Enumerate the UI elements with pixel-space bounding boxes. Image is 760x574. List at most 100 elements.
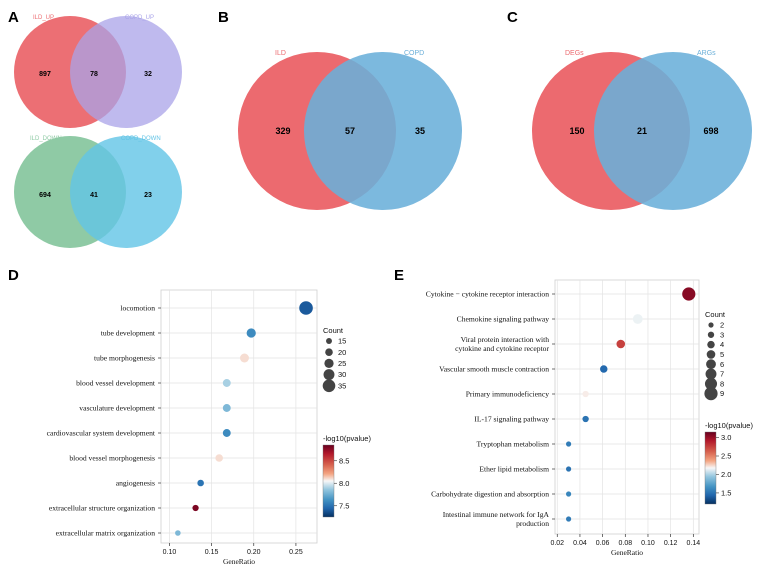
kegg-enrichment-dotplot: 0.02 0.04 0.06 0.08 0.10 0.12 0.14 Cytokine − c… bbox=[426, 279, 753, 557]
x-tick-label: 0.10 bbox=[641, 540, 655, 547]
term-label: Intestinal immune network for IgA bbox=[443, 510, 550, 519]
venn-count-copd-up-only: 32 bbox=[144, 71, 152, 78]
term-label: IL-17 signaling pathway bbox=[474, 415, 549, 424]
venn-count-ild-only: 329 bbox=[275, 126, 290, 136]
colorbar-tick-label: 2.0 bbox=[721, 470, 731, 479]
legend-count-label: 6 bbox=[720, 360, 724, 369]
venn-circle-copd-up bbox=[70, 16, 182, 128]
term-label: blood vessel development bbox=[76, 379, 156, 388]
term-label: cardiovascular system development bbox=[47, 429, 156, 438]
legend-count-dot bbox=[706, 350, 716, 359]
term-label: tube development bbox=[101, 329, 156, 338]
data-point bbox=[682, 287, 696, 301]
data-point bbox=[197, 479, 204, 487]
go-enrichment-dotplot: 0.10 0.15 0.20 0.25 locomotion tube developme… bbox=[47, 289, 371, 566]
legend-count-label: 20 bbox=[338, 348, 346, 357]
data-point bbox=[566, 491, 572, 497]
data-point bbox=[616, 339, 626, 349]
colorbar bbox=[704, 431, 717, 505]
venn-ild-copd-up: ILD_UP COPD_UP 897 78 32 bbox=[14, 15, 182, 128]
term-label: cytokine and cytokine receptor bbox=[455, 344, 549, 353]
venn-label-copd: COPD bbox=[404, 50, 424, 57]
data-point bbox=[192, 504, 199, 512]
data-point bbox=[299, 301, 313, 315]
x-tick-label: 0.04 bbox=[573, 540, 587, 547]
legend-count-dot bbox=[322, 379, 336, 393]
legend-color-title: -log10(pvalue) bbox=[323, 434, 371, 443]
term-label: extracellular matrix organization bbox=[56, 529, 156, 538]
data-point bbox=[566, 466, 572, 472]
venn-count-up-overlap: 78 bbox=[90, 71, 98, 78]
plot-area bbox=[554, 279, 700, 535]
venn-circle-copd-down bbox=[70, 136, 182, 248]
venn-count-ild-down-only: 694 bbox=[39, 192, 51, 199]
data-point bbox=[215, 454, 223, 462]
term-label: extracellular structure organization bbox=[49, 504, 155, 513]
data-point bbox=[632, 314, 643, 324]
venn-label-args: ARGs bbox=[697, 50, 716, 57]
x-tick-label: 0.14 bbox=[687, 540, 701, 547]
venn-count-copd-only: 35 bbox=[415, 126, 425, 136]
x-tick-label: 0.08 bbox=[618, 540, 632, 547]
legend-count-label: 7 bbox=[720, 370, 724, 379]
term-label: Cytokine − cytokine receptor interaction bbox=[426, 290, 549, 299]
term-label: Vascular smooth muscle contraction bbox=[439, 365, 549, 374]
colorbar-tick-label: 3.0 bbox=[721, 433, 731, 442]
legend-count-dot bbox=[708, 322, 714, 328]
term-label: locomotion bbox=[120, 304, 155, 313]
term-label: blood vessel morphogenesis bbox=[69, 454, 155, 463]
legend-count-dot bbox=[706, 359, 716, 370]
legend-count-dot bbox=[326, 338, 332, 344]
data-point bbox=[566, 441, 572, 447]
colorbar-tick-label: 8.5 bbox=[339, 456, 349, 465]
legend-count-label: 30 bbox=[338, 370, 346, 379]
panel-label-d: D bbox=[8, 267, 19, 284]
data-point bbox=[600, 365, 608, 373]
venn-count-copd-down-only: 23 bbox=[144, 192, 152, 199]
legend-count-label: 4 bbox=[720, 340, 724, 349]
x-tick-label: 0.12 bbox=[664, 540, 678, 547]
panel-label-a: A bbox=[8, 9, 19, 26]
term-label: Ether lipid metabolism bbox=[479, 465, 549, 474]
term-label: Primary immunodeficiency bbox=[466, 390, 550, 399]
legend-count-label: 3 bbox=[720, 330, 724, 339]
venn-ild-copd: ILD COPD 329 57 35 bbox=[238, 50, 462, 210]
term-label: production bbox=[516, 519, 549, 528]
legend-count-dot bbox=[323, 369, 335, 381]
x-tick-label: 0.25 bbox=[289, 549, 303, 556]
data-point bbox=[222, 404, 231, 412]
venn-count-shared: 21 bbox=[637, 126, 647, 136]
x-tick-label: 0.20 bbox=[247, 549, 261, 556]
colorbar bbox=[322, 444, 335, 518]
legend-count-title: Count bbox=[705, 310, 726, 319]
venn-label-ild-down: ILD_DOWN bbox=[30, 136, 62, 142]
venn-label-degs: DEGs bbox=[565, 50, 584, 57]
colorbar-tick-label: 2.5 bbox=[721, 452, 731, 461]
legend-count-label: 5 bbox=[720, 350, 724, 359]
legend-count-dot bbox=[705, 368, 717, 380]
venn-label-copd-up: COPD_UP bbox=[125, 15, 154, 21]
data-point bbox=[240, 353, 249, 363]
data-point bbox=[175, 530, 181, 536]
x-axis-title: GeneRatio bbox=[223, 557, 255, 566]
venn-label-copd-down: COPD_DOWN bbox=[121, 136, 161, 142]
panel-label-e: E bbox=[394, 267, 404, 284]
venn-circle-copd bbox=[304, 52, 462, 210]
venn-degs-args: DEGs ARGs 150 21 698 bbox=[532, 50, 752, 210]
venn-label-ild-up: ILD_UP bbox=[33, 15, 54, 21]
legend-count-dot bbox=[704, 377, 718, 390]
data-point bbox=[246, 328, 256, 338]
colorbar-tick-label: 1.5 bbox=[721, 489, 731, 498]
venn-count-down-overlap: 41 bbox=[90, 192, 98, 199]
plot-area bbox=[160, 289, 318, 544]
legend-count-label: 15 bbox=[338, 337, 346, 346]
x-tick-label: 0.15 bbox=[205, 549, 219, 556]
data-point bbox=[566, 516, 572, 522]
venn-count-overlap: 57 bbox=[345, 126, 355, 136]
venn-ild-copd-down: ILD_DOWN COPD_DOWN 694 41 23 bbox=[14, 136, 182, 248]
data-point bbox=[222, 429, 231, 437]
colorbar-tick-label: 8.0 bbox=[339, 479, 349, 488]
x-axis-title: GeneRatio bbox=[611, 548, 643, 557]
data-point bbox=[582, 415, 589, 423]
legend-count-dot bbox=[707, 331, 715, 338]
